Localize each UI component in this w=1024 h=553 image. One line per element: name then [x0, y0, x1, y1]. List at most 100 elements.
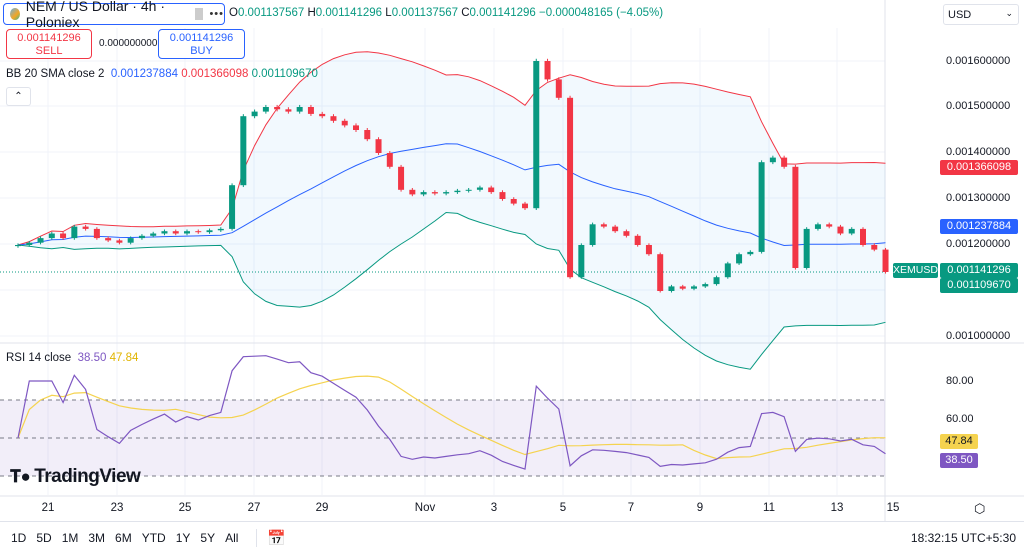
- bb-lower-tag: 0.001109670: [940, 278, 1018, 293]
- candle-body: [307, 107, 314, 114]
- last-price-tag: 0.001141296: [940, 263, 1018, 278]
- candle-body: [837, 226, 844, 234]
- candle-body: [341, 120, 348, 126]
- time-axis-label: 27: [247, 502, 261, 514]
- time-axis-label: 7: [627, 502, 635, 514]
- time-axis-label: 5: [559, 502, 567, 514]
- candle-body: [48, 233, 55, 239]
- candle-body: [769, 157, 776, 163]
- price-axis-label: 0.001400000: [946, 146, 1011, 158]
- symbol-tag: XEMUSD: [893, 263, 938, 278]
- rsi-legend[interactable]: RSI 14 close 38.50 47.84: [6, 352, 139, 364]
- bb-lower-line: [17, 211, 886, 370]
- candle-body: [172, 231, 179, 234]
- candle-body: [37, 238, 44, 243]
- currency-select[interactable]: USD ⌄: [943, 4, 1019, 25]
- candle-body: [555, 79, 562, 98]
- candle-body: [364, 130, 371, 140]
- candle-body: [657, 254, 664, 291]
- range-3m[interactable]: 3M: [88, 530, 106, 545]
- clock[interactable]: 18:32:15 UTC+5:30: [910, 531, 1016, 545]
- range-ytd[interactable]: YTD: [141, 530, 166, 545]
- bb-basis-tag: 0.001237884: [940, 219, 1018, 234]
- candle-body: [138, 235, 145, 239]
- candle-body: [296, 107, 303, 112]
- candle-body: [476, 187, 483, 190]
- candle-body: [826, 224, 833, 227]
- bottom-toolbar: 1D 5D 1M 3M 6M YTD 1Y 5Y All 📅 18:32:15 …: [0, 521, 1024, 553]
- candle-body: [71, 226, 78, 239]
- time-axis-label: 13: [830, 502, 844, 514]
- candle-body: [814, 224, 821, 229]
- range-6m[interactable]: 6M: [115, 530, 132, 545]
- candle-body: [533, 61, 540, 209]
- rsi-axis-label: 80.00: [946, 375, 974, 387]
- chevron-down-icon: ⌄: [1005, 8, 1013, 18]
- candle-body: [274, 107, 281, 110]
- chevron-up-icon[interactable]: ⌃: [6, 87, 31, 106]
- candle-body: [645, 245, 652, 255]
- candle-body: [105, 238, 112, 241]
- settings-icon[interactable]: ⬡: [974, 501, 986, 516]
- range-1d[interactable]: 1D: [11, 530, 27, 545]
- spread: 0.000000000: [99, 38, 158, 49]
- candle-body: [803, 228, 810, 268]
- change: −0.000048165 (−4.05%): [539, 7, 664, 19]
- candle-body: [217, 228, 224, 231]
- candle-body: [229, 185, 236, 229]
- candle-body: [634, 235, 641, 245]
- candle-body: [702, 284, 709, 287]
- candle-body: [781, 157, 788, 167]
- candle-body: [736, 254, 743, 264]
- candle-body: [465, 189, 472, 191]
- candle-body: [285, 109, 292, 112]
- candle-body: [375, 139, 382, 153]
- ohlc-readout: O0.001137567 H0.001141296 L0.001137567 C…: [229, 7, 664, 19]
- bb-upper-tag: 0.001366098: [940, 160, 1018, 175]
- time-axis-label: 21: [41, 502, 55, 514]
- rsi-tag: 38.50: [940, 453, 978, 468]
- rsi-axis-label: 60.00: [946, 413, 974, 425]
- rsi-line: [17, 355, 886, 470]
- candle-body: [600, 224, 607, 227]
- range-all[interactable]: All: [225, 530, 239, 545]
- range-1y[interactable]: 1Y: [175, 530, 191, 545]
- candle-body: [195, 231, 202, 233]
- symbol-title-box[interactable]: NEM / US Dollar · 4h · Poloniex •••: [3, 0, 225, 30]
- calendar-goto-icon[interactable]: 📅: [256, 528, 286, 547]
- sell-button[interactable]: 0.001141296 SELL: [6, 29, 92, 59]
- range-5y[interactable]: 5Y: [200, 530, 216, 545]
- price-axis-label: 0.001500000: [946, 100, 1011, 112]
- candle-body: [116, 240, 123, 243]
- bb-legend[interactable]: BB 20 SMA close 2 0.001237884 0.00136609…: [6, 68, 318, 80]
- candle-body: [26, 242, 33, 245]
- candle-body: [420, 192, 427, 195]
- price-axis-label: 0.001600000: [946, 55, 1011, 67]
- candle-body: [443, 192, 450, 194]
- candle-body: [522, 203, 528, 209]
- candle-body: [882, 249, 889, 273]
- range-5d[interactable]: 5D: [36, 530, 52, 545]
- range-1m[interactable]: 1M: [61, 530, 79, 545]
- rsi-ma-tag: 47.84: [940, 434, 978, 449]
- flag-icon[interactable]: [195, 8, 204, 20]
- candle-body: [150, 233, 157, 236]
- bb-basis-line: [17, 143, 886, 247]
- time-axis-label: 9: [696, 502, 704, 514]
- time-axis-label: 15: [886, 502, 900, 514]
- candle-body: [544, 61, 551, 80]
- tradingview-logo[interactable]: 𝐓● TradingView: [10, 466, 141, 487]
- time-axis-label: 23: [110, 502, 124, 514]
- candle-body: [848, 228, 855, 234]
- candle-body: [319, 113, 326, 117]
- buy-button[interactable]: 0.001141296 BUY: [158, 29, 245, 59]
- time-axis-label: Nov: [414, 502, 436, 514]
- candle-body: [612, 226, 619, 232]
- rsi-ma-line: [17, 375, 886, 460]
- candle-body: [127, 238, 134, 243]
- candle-body: [488, 187, 495, 193]
- candle-body: [251, 111, 258, 117]
- candle-body: [499, 192, 506, 199]
- more-icon[interactable]: •••: [209, 8, 224, 20]
